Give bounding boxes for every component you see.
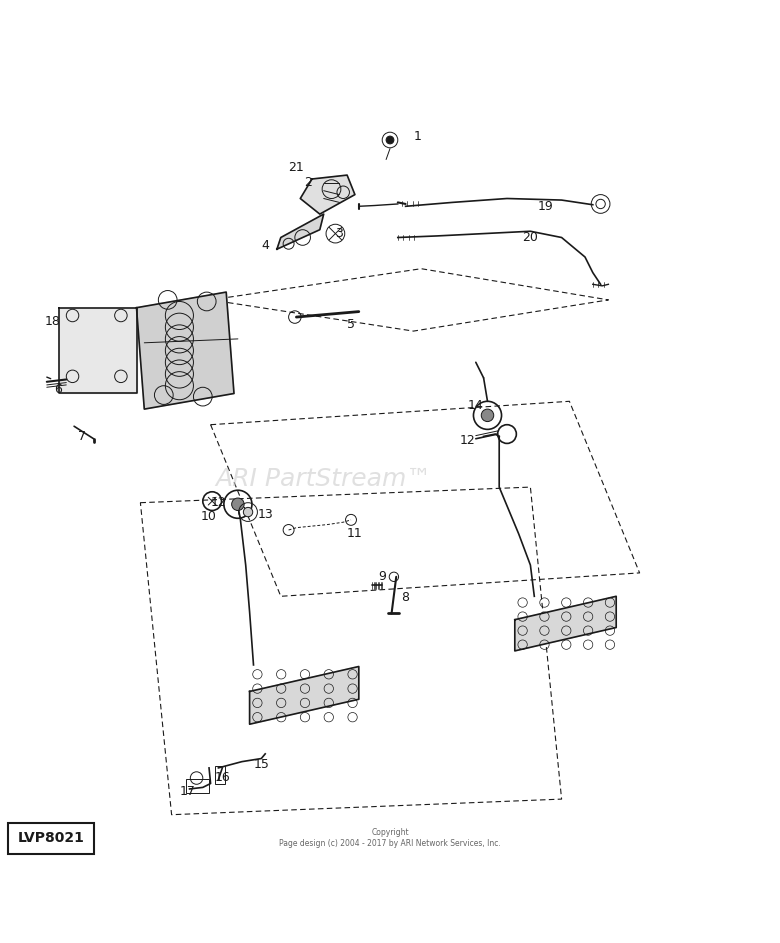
Circle shape	[232, 498, 244, 510]
Text: 9: 9	[378, 571, 386, 584]
Polygon shape	[140, 488, 562, 815]
Text: 20: 20	[523, 231, 538, 244]
Text: 12: 12	[460, 434, 476, 447]
Polygon shape	[277, 214, 324, 249]
Text: 6: 6	[55, 383, 62, 396]
Polygon shape	[300, 175, 355, 214]
Text: 2: 2	[304, 176, 312, 190]
Text: ARI PartStream™: ARI PartStream™	[215, 468, 432, 491]
Text: 14: 14	[468, 399, 484, 412]
Text: 8: 8	[402, 591, 410, 604]
Text: 3: 3	[335, 227, 343, 240]
Text: 15: 15	[254, 757, 269, 770]
Text: 7: 7	[78, 430, 86, 443]
Text: 12: 12	[211, 496, 226, 509]
Polygon shape	[136, 292, 234, 409]
Text: 11: 11	[347, 527, 363, 540]
Text: 5: 5	[347, 319, 355, 331]
Circle shape	[386, 136, 394, 144]
Polygon shape	[211, 402, 640, 596]
Text: 13: 13	[257, 508, 273, 521]
Text: 17: 17	[179, 785, 195, 798]
Text: 16: 16	[215, 770, 230, 784]
Polygon shape	[211, 269, 608, 331]
Text: LVP8021: LVP8021	[17, 831, 84, 845]
Circle shape	[481, 409, 494, 422]
Text: 18: 18	[45, 315, 61, 328]
Text: 21: 21	[289, 161, 304, 174]
Polygon shape	[58, 307, 136, 393]
Circle shape	[243, 507, 253, 517]
Text: Copyright
Page design (c) 2004 - 2017 by ARI Network Services, Inc.: Copyright Page design (c) 2004 - 2017 by…	[279, 828, 501, 848]
Text: 19: 19	[538, 200, 554, 213]
Bar	[8, 822, 94, 853]
Polygon shape	[250, 667, 359, 724]
Text: 1: 1	[413, 129, 421, 142]
Text: 10: 10	[201, 510, 217, 523]
Bar	[186, 779, 209, 793]
Text: 4: 4	[261, 239, 269, 252]
Bar	[215, 767, 225, 784]
Polygon shape	[515, 596, 616, 651]
